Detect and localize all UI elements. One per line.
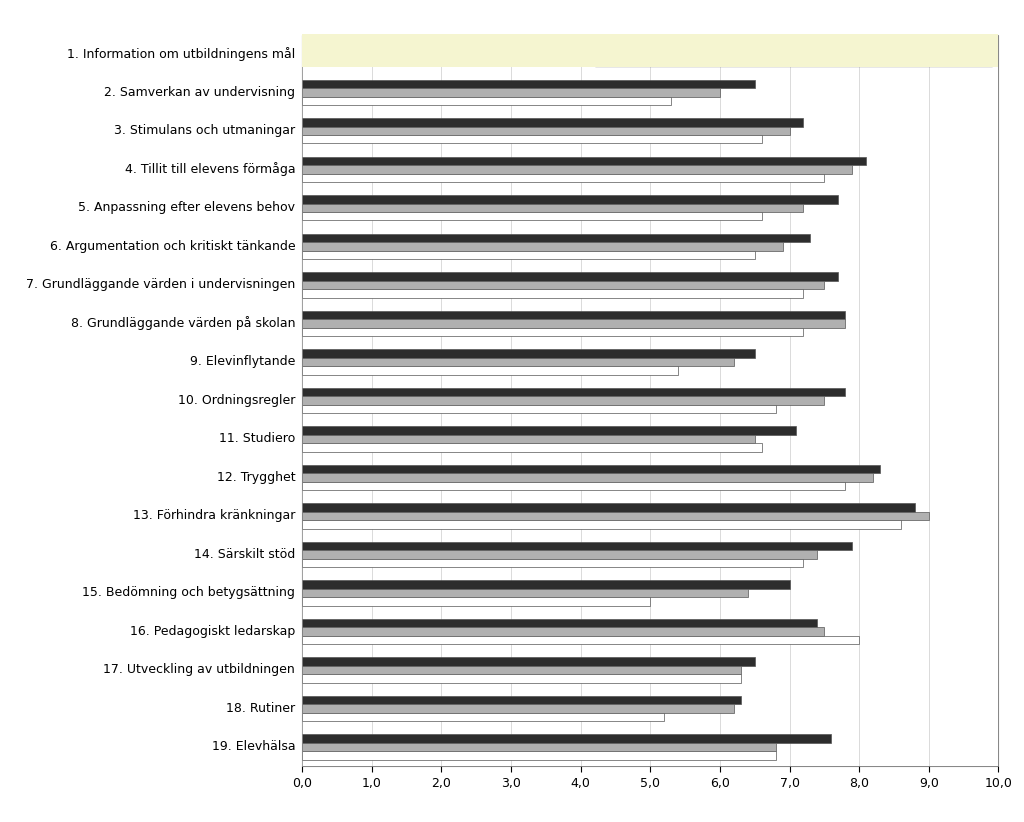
Bar <box>302 289 804 298</box>
Bar <box>302 619 817 627</box>
Bar <box>302 426 797 435</box>
Bar <box>302 503 914 511</box>
Bar <box>302 742 775 751</box>
Bar <box>302 195 839 204</box>
Bar <box>302 482 845 490</box>
Bar <box>302 272 839 280</box>
Bar <box>302 657 755 666</box>
Bar <box>302 550 817 559</box>
Bar <box>302 589 748 597</box>
Bar <box>302 251 755 259</box>
Bar <box>302 559 804 567</box>
Bar <box>302 118 804 127</box>
Bar <box>302 366 678 375</box>
Bar <box>302 358 734 366</box>
Bar <box>302 135 762 144</box>
Bar <box>302 49 804 58</box>
Bar <box>302 388 845 396</box>
Bar <box>302 165 852 173</box>
Bar <box>302 280 824 289</box>
Bar <box>302 327 804 336</box>
Bar <box>302 173 824 182</box>
Bar <box>302 80 755 88</box>
Bar <box>302 349 755 358</box>
Legend: Kilafors skola F-9, Bollnäs, Samtliga skolenheter: Kilafors skola F-9, Bollnäs, Samtliga sk… <box>595 41 992 67</box>
Bar <box>302 443 762 451</box>
Bar <box>302 695 740 704</box>
Bar <box>302 674 740 682</box>
Bar <box>302 713 665 721</box>
Bar <box>302 96 671 105</box>
Bar <box>302 212 762 220</box>
Bar <box>302 627 824 635</box>
Bar <box>302 41 831 49</box>
Bar <box>302 464 880 473</box>
Bar <box>302 542 852 550</box>
Bar <box>302 404 775 413</box>
Bar <box>302 473 873 482</box>
Bar <box>302 311 845 319</box>
Bar <box>302 88 720 96</box>
Bar <box>302 396 824 404</box>
Bar <box>302 751 775 760</box>
Bar <box>302 127 790 135</box>
Bar <box>302 666 740 674</box>
Bar <box>302 242 782 251</box>
Bar <box>302 704 734 713</box>
Bar <box>302 520 901 529</box>
Bar <box>302 319 845 327</box>
Bar <box>302 233 810 242</box>
Bar <box>302 58 769 67</box>
Bar <box>302 635 859 644</box>
Bar <box>302 435 755 443</box>
Bar <box>302 156 866 165</box>
Bar <box>302 580 790 589</box>
Bar <box>302 734 831 742</box>
Bar <box>302 597 650 606</box>
Bar <box>302 511 929 520</box>
Bar <box>302 204 804 212</box>
